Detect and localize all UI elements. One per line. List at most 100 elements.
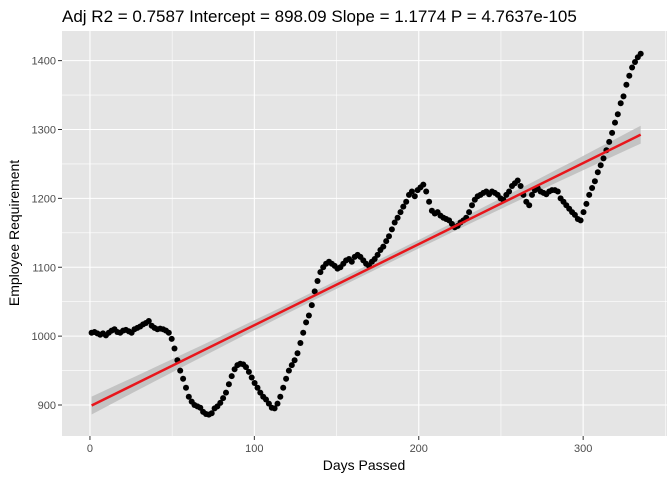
x-tick-label: 0 bbox=[87, 443, 93, 455]
x-axis-title: Days Passed bbox=[323, 457, 405, 473]
data-point bbox=[408, 188, 415, 195]
data-point bbox=[554, 188, 561, 195]
data-point bbox=[208, 410, 215, 417]
data-point bbox=[420, 181, 427, 188]
data-point bbox=[577, 217, 584, 224]
data-point bbox=[466, 209, 473, 216]
data-point bbox=[183, 384, 189, 391]
y-axis-title: Employee Requirement bbox=[6, 160, 22, 306]
data-point bbox=[305, 312, 312, 319]
data-point bbox=[388, 226, 395, 233]
data-point bbox=[526, 202, 533, 209]
data-point bbox=[317, 269, 324, 276]
data-point bbox=[311, 288, 318, 295]
data-point bbox=[145, 318, 152, 324]
y-tick-label: 1100 bbox=[32, 262, 56, 274]
major-grid bbox=[62, 31, 667, 436]
data-point bbox=[617, 100, 624, 107]
data-point bbox=[580, 209, 587, 216]
data-point bbox=[426, 198, 433, 205]
data-point bbox=[614, 111, 621, 118]
data-point bbox=[629, 64, 636, 71]
data-point bbox=[314, 278, 321, 284]
y-tick-label: 1400 bbox=[32, 56, 56, 68]
data-point bbox=[243, 364, 249, 371]
x-tick-label: 200 bbox=[410, 443, 428, 455]
data-point bbox=[177, 367, 184, 374]
data-point bbox=[620, 93, 627, 100]
data-point bbox=[597, 162, 604, 169]
data-point bbox=[403, 198, 410, 205]
chart-title: Adj R2 = 0.7587 Intercept = 898.09 Slope… bbox=[62, 7, 577, 26]
data-point bbox=[291, 357, 298, 364]
data-point bbox=[274, 400, 281, 407]
data-point bbox=[529, 191, 535, 198]
data-point bbox=[165, 329, 172, 336]
data-point bbox=[591, 178, 598, 185]
data-point bbox=[245, 368, 252, 375]
data-point bbox=[397, 209, 404, 216]
data-point bbox=[251, 380, 258, 386]
data-point bbox=[277, 393, 284, 400]
data-point bbox=[374, 251, 381, 258]
data-point bbox=[228, 373, 235, 380]
data-point bbox=[308, 302, 315, 309]
data-point bbox=[606, 138, 613, 145]
x-tick-label: 100 bbox=[245, 443, 263, 455]
data-point bbox=[632, 59, 638, 65]
data-point bbox=[348, 258, 355, 265]
regression-line bbox=[91, 133, 642, 407]
data-point bbox=[411, 193, 418, 200]
data-points bbox=[88, 50, 644, 418]
x-axis: 0 100 200 300 bbox=[87, 436, 592, 455]
data-point bbox=[469, 202, 475, 209]
data-point bbox=[288, 362, 295, 369]
data-point bbox=[423, 188, 430, 195]
data-point bbox=[514, 177, 521, 184]
data-point bbox=[380, 243, 387, 250]
data-point bbox=[254, 384, 261, 391]
y-axis: 900 1000 1100 1200 1300 1400 bbox=[32, 56, 62, 412]
data-point bbox=[383, 238, 390, 245]
x-tick-label: 300 bbox=[574, 443, 592, 455]
minor-grid bbox=[62, 31, 667, 436]
data-point bbox=[303, 319, 310, 326]
data-point bbox=[626, 72, 633, 79]
data-point bbox=[297, 340, 304, 346]
data-point bbox=[265, 400, 272, 407]
data-point bbox=[612, 119, 618, 126]
data-point bbox=[394, 214, 401, 221]
y-tick-label: 1000 bbox=[32, 331, 56, 343]
data-point bbox=[386, 233, 392, 240]
data-point bbox=[180, 375, 187, 382]
data-point bbox=[220, 395, 227, 402]
data-point bbox=[600, 155, 607, 162]
data-point bbox=[589, 185, 596, 191]
data-point bbox=[506, 188, 513, 195]
data-point bbox=[400, 203, 407, 210]
data-point bbox=[283, 375, 290, 382]
data-point bbox=[637, 50, 644, 57]
data-point bbox=[271, 405, 278, 412]
data-point bbox=[185, 393, 192, 400]
data-point bbox=[280, 384, 287, 391]
data-point bbox=[248, 374, 255, 381]
data-point bbox=[517, 183, 524, 189]
data-point bbox=[391, 219, 398, 226]
y-tick-label: 900 bbox=[38, 400, 56, 412]
y-tick-label: 1300 bbox=[32, 124, 56, 136]
data-point bbox=[294, 350, 301, 357]
data-point bbox=[285, 367, 292, 374]
y-tick-label: 1200 bbox=[32, 193, 56, 205]
data-point bbox=[594, 169, 601, 176]
data-point bbox=[300, 329, 307, 336]
data-point bbox=[217, 399, 224, 406]
data-point bbox=[168, 335, 175, 342]
data-point bbox=[225, 381, 232, 388]
data-point bbox=[586, 191, 593, 198]
data-point bbox=[171, 345, 178, 352]
data-point bbox=[609, 129, 616, 136]
data-point bbox=[223, 389, 229, 396]
data-point bbox=[623, 81, 630, 88]
